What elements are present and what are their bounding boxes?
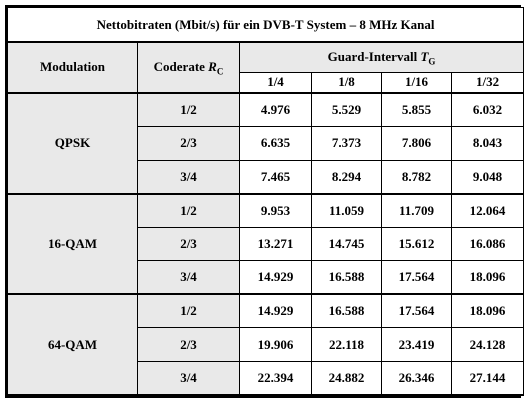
coderate-header: Coderate RC	[137, 41, 240, 94]
bitrate-cell: 14.745	[311, 226, 382, 262]
table-row: 3/4 14.929 16.588 17.564 18.096	[8, 260, 525, 296]
bitrate-cell: 7.465	[239, 159, 312, 195]
table-row: 2/3 6.635 7.373 7.806 8.043	[8, 125, 525, 161]
bitrate-cell: 14.929	[239, 293, 312, 329]
coderate-label: Coderate	[153, 58, 209, 74]
bitrate-cell: 11.709	[381, 193, 452, 228]
bitrate-cell: 22.118	[311, 327, 382, 362]
coderate-cell: 3/4	[137, 159, 240, 195]
bitrate-cell: 9.953	[239, 193, 312, 228]
bitrate-cell: 8.043	[450, 125, 525, 161]
bitrate-cell: 22.394	[239, 360, 312, 396]
bitrate-cell: 5.855	[381, 92, 452, 127]
coderate-symbol: R	[208, 58, 217, 74]
bitrate-cell: 24.128	[450, 327, 525, 362]
guard-symbol: T	[420, 48, 429, 64]
modulation-cell: 16-QAM	[7, 193, 138, 296]
bitrate-cell: 8.294	[311, 159, 382, 195]
bitrate-cell: 6.032	[450, 92, 525, 127]
bitrate-cell: 15.612	[381, 226, 452, 262]
bitrate-cell: 16.588	[311, 293, 382, 329]
bitrate-cell: 19.906	[239, 327, 312, 362]
bitrate-cell: 26.346	[381, 360, 452, 396]
bitrate-cell: 17.564	[381, 260, 452, 296]
bitrate-cell: 17.564	[381, 293, 452, 329]
guard-col-1: 1/4	[239, 72, 312, 94]
bitrate-cell: 23.419	[381, 327, 452, 362]
bitrate-cell: 4.976	[239, 92, 312, 127]
bitrate-cell: 12.064	[450, 193, 525, 228]
table-title: Nettobitraten (Mbit/s) für ein DVB-T Sys…	[6, 7, 525, 44]
guard-col-4: 1/32	[450, 72, 525, 94]
modulation-cell: QPSK	[7, 92, 138, 195]
bitrate-cell: 7.373	[311, 125, 382, 161]
guard-col-2: 1/8	[311, 72, 382, 94]
modulation-cell: 64-QAM	[7, 293, 138, 396]
bitrate-cell: 18.096	[450, 293, 525, 329]
bitrate-cell: 11.059	[311, 193, 382, 228]
coderate-cell: 2/3	[137, 226, 240, 262]
coderate-cell: 1/2	[137, 193, 240, 228]
guard-subscript: G	[428, 56, 436, 67]
coderate-cell: 1/2	[137, 293, 240, 329]
guard-col-3: 1/16	[381, 72, 452, 94]
coderate-cell: 2/3	[137, 327, 240, 362]
bitrate-cell: 16.588	[311, 260, 382, 296]
table-row: 16-QAM 1/2 9.953 11.059 11.709 12.064	[7, 193, 525, 296]
modulation-header: Modulation	[7, 41, 138, 94]
table-row: 64-QAM 1/2 14.929 16.588 17.564 18.096	[7, 293, 525, 396]
coderate-cell: 3/4	[137, 260, 240, 296]
bitrate-table: Nettobitraten (Mbit/s) für ein DVB-T Sys…	[6, 7, 525, 396]
bitrate-cell: 7.806	[381, 125, 452, 161]
bitrate-cell: 14.929	[239, 260, 312, 296]
bitrate-cell: 8.782	[381, 159, 452, 195]
coderate-subscript: C	[216, 66, 224, 77]
table-row: 2/3 19.906 22.118 23.419 24.128	[8, 327, 525, 362]
bitrate-cell: 9.048	[450, 159, 525, 195]
coderate-cell: 3/4	[137, 360, 240, 396]
bitrate-cell: 6.635	[239, 125, 312, 161]
bitrate-cell: 24.882	[311, 360, 382, 396]
bitrate-table-frame: Nettobitraten (Mbit/s) für ein DVB-T Sys…	[5, 5, 525, 398]
table-row: QPSK 1/2 4.976 5.529 5.855 6.032	[7, 92, 525, 195]
bitrate-cell: 16.086	[450, 226, 525, 262]
coderate-cell: 2/3	[137, 125, 240, 161]
bitrate-cell: 18.096	[450, 260, 525, 296]
guard-label: Guard-Intervall	[327, 48, 421, 64]
guard-interval-header: Guard-Intervall TG	[238, 41, 525, 74]
bitrate-cell: 13.271	[239, 226, 312, 262]
bitrate-cell: 27.144	[450, 360, 525, 396]
coderate-cell: 1/2	[137, 92, 240, 127]
table-row: 3/4 22.394 24.882 26.346 27.144	[8, 360, 525, 396]
table-row: 3/4 7.465 8.294 8.782 9.048	[8, 159, 525, 195]
bitrate-cell: 5.529	[311, 92, 382, 127]
